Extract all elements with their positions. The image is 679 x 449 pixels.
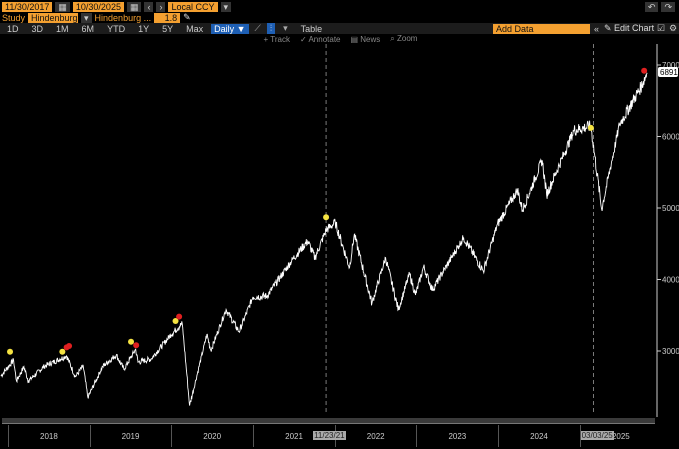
signal-dot[interactable] [176,313,183,320]
y-tick-label: 5000 [662,204,679,213]
signal-dot[interactable] [59,348,66,355]
gear-icon[interactable]: ⚙ [669,23,678,33]
track-tool[interactable]: + Track [263,34,290,44]
x-tick [253,425,255,447]
add-data-input[interactable]: Add Data [493,23,590,34]
x-tick-label: 2023 [448,432,467,441]
currency-select[interactable]: Local CCY [168,1,218,12]
x-tick [89,425,91,447]
timeline-navigator[interactable]: 2018 2019 2020 2021 2022 2023 2024 2025 11/23/21… [0,415,679,449]
news-tool[interactable]: ▤ News [350,34,381,44]
pencil-icon[interactable]: ✎ [183,12,191,22]
period-bar: 1D 3D 1M 6M YTD 1Y 5Y Max Daily ▼ ⟋ ⫶ ▾ … [0,23,679,34]
annotate-label: Annotate [308,34,341,44]
prev-button[interactable]: ‹ [144,1,154,12]
calendar-icon[interactable]: ▦ [126,1,142,12]
edit-chart-label: Edit Chart [614,23,655,33]
y-tick-label: 6000 [662,133,679,142]
y-tick-label: 7000 [662,61,679,70]
period-1m[interactable]: 1M [56,23,69,34]
x-tick [416,425,418,447]
study-select[interactable]: Hindenburg [28,12,79,23]
start-date-field[interactable]: 11/30/2017 [2,1,53,12]
y-tick-label: 4000 [662,276,679,285]
study-label: Study [2,12,26,23]
bar-chart-icon[interactable]: ⫶ [266,23,276,34]
date-range-bar: 11/30/2017 ▦ 10/30/2025 ▦ ‹ › Local CCY … [0,1,679,12]
x-tick-label: 2022 [366,432,385,441]
x-tick [579,425,581,447]
table-button[interactable]: Table [300,23,323,34]
undo-icon[interactable]: ↶ [644,1,659,12]
period-1d[interactable]: 1D [7,23,19,34]
calendar-icon[interactable]: ▦ [55,1,70,12]
signal-dot[interactable] [128,338,135,345]
x-tick-label: 2018 [40,432,58,441]
x-tick [498,425,500,447]
x-tick [171,425,173,447]
x-tick-label: 2021 [285,432,303,441]
chevron-down-icon[interactable]: ▾ [220,1,232,12]
signal-dot[interactable] [7,348,14,355]
period-3d[interactable]: 3D [31,23,44,34]
signal-dot[interactable] [323,214,330,221]
x-tick [8,425,9,447]
period-ytd[interactable]: YTD [107,23,126,34]
period-6m[interactable]: 6M [81,23,95,34]
event-date-label[interactable]: 11/23/21 [313,431,346,440]
signal-dot[interactable] [172,317,179,324]
x-tick-label: 2020 [203,432,222,441]
frequency-select[interactable]: Daily ▼ [211,23,249,34]
zoom-tool[interactable]: ⌕ Zoom [390,34,418,43]
range-scrollbar[interactable] [2,418,655,424]
line-chart-icon[interactable]: ⟋ [254,23,261,33]
zoom-label: Zoom [397,34,418,43]
end-date-field[interactable]: 10/30/2025 [72,1,124,12]
study-name: Hindenburg ... [94,12,152,23]
event-date-label[interactable]: 03/03/25 [580,431,614,440]
check-icon[interactable]: ☑ [657,23,666,33]
next-button[interactable]: › [156,1,166,12]
signal-dot[interactable] [66,342,73,349]
x-tick-label: 2024 [530,432,548,441]
edit-chart-button[interactable]: ✎ Edit Chart [604,23,655,33]
x-tick-label: 2025 [611,432,630,441]
last-value-badge [658,67,678,77]
chevron-down-icon[interactable]: ▾ [81,12,92,23]
annotate-tool[interactable]: ✓ Annotate [299,34,341,44]
period-max[interactable]: Max [186,23,204,34]
track-label: Track [270,34,290,44]
last-value: 6891 [660,68,678,77]
redo-icon[interactable]: ↷ [661,1,675,12]
news-label: News [360,34,381,44]
chevron-down-icon[interactable]: ▾ [283,23,288,33]
study-param-field[interactable]: 1.8 [154,12,181,23]
period-5y[interactable]: 5Y [162,23,174,34]
period-1y[interactable]: 1Y [138,23,150,34]
study-bar: Study Hindenburg ▾ Hindenburg ... 1.8 ✎ [0,12,679,23]
x-tick-label: 2019 [121,432,140,441]
chart-tools: + Track ✓ Annotate ▤ News ⌕ Zoom [0,34,679,44]
signal-dot[interactable] [133,342,140,349]
collapse-icon[interactable]: « [594,23,600,34]
signal-dot[interactable] [641,67,648,74]
price-series [0,72,648,406]
signal-dot[interactable] [587,124,594,131]
y-tick-label: 3000 [662,347,679,356]
